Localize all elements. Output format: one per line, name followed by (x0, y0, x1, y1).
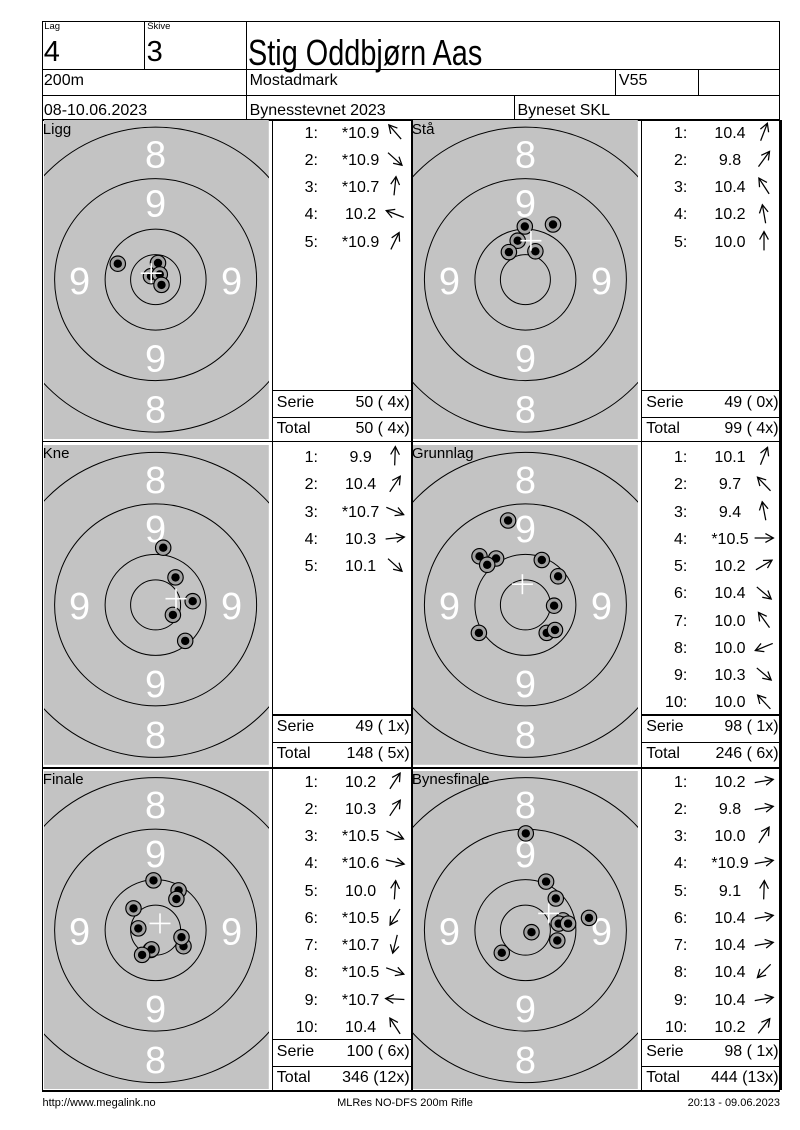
svg-text:9: 9 (69, 911, 90, 953)
svg-text:8: 8 (515, 135, 536, 177)
svg-text:8: 8 (515, 1040, 536, 1082)
svg-text:9: 9 (439, 911, 460, 953)
svg-text:9: 9 (145, 184, 166, 226)
svg-text:9: 9 (145, 664, 166, 706)
svg-text:8: 8 (515, 785, 536, 827)
svg-text:8: 8 (145, 715, 166, 757)
svg-text:9: 9 (515, 339, 536, 381)
svg-text:8: 8 (145, 460, 166, 502)
svg-text:8: 8 (145, 785, 166, 827)
svg-text:9: 9 (69, 586, 90, 628)
svg-text:9: 9 (439, 261, 460, 303)
svg-text:9: 9 (221, 911, 242, 953)
svg-text:9: 9 (515, 989, 536, 1031)
svg-text:8: 8 (145, 135, 166, 177)
svg-text:9: 9 (515, 184, 536, 226)
svg-text:9: 9 (515, 834, 536, 876)
svg-text:9: 9 (69, 261, 90, 303)
svg-text:9: 9 (439, 586, 460, 628)
svg-text:8: 8 (515, 390, 536, 432)
svg-text:9: 9 (591, 586, 612, 628)
svg-text:9: 9 (591, 261, 612, 303)
svg-text:9: 9 (145, 989, 166, 1031)
svg-text:9: 9 (515, 664, 536, 706)
svg-text:8: 8 (515, 715, 536, 757)
svg-text:9: 9 (145, 834, 166, 876)
svg-text:9: 9 (221, 261, 242, 303)
svg-text:9: 9 (221, 586, 242, 628)
svg-text:9: 9 (515, 509, 536, 551)
svg-text:8: 8 (145, 1040, 166, 1082)
svg-text:8: 8 (515, 460, 536, 502)
svg-text:9: 9 (145, 339, 166, 381)
svg-text:8: 8 (145, 390, 166, 432)
